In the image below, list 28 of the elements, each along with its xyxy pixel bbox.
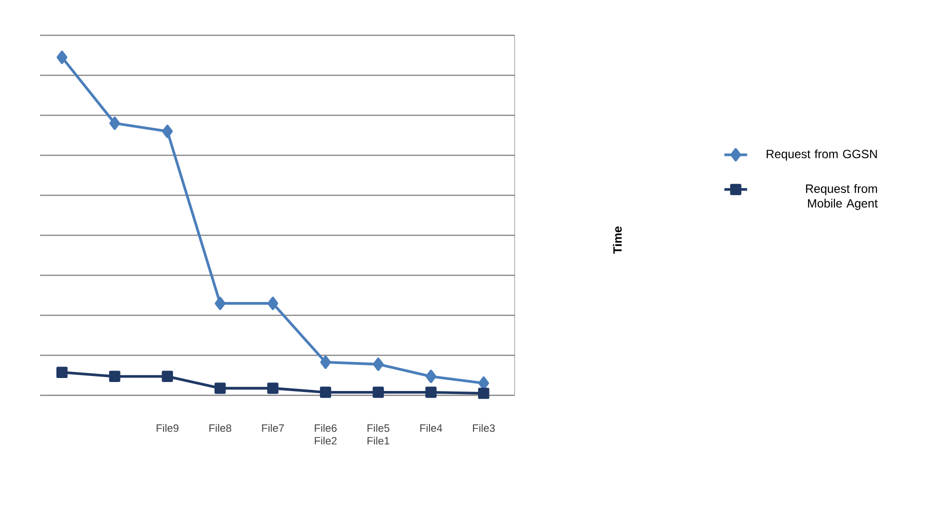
point [162, 370, 174, 382]
point [320, 355, 331, 369]
point [56, 50, 68, 64]
point [214, 296, 226, 310]
text: Time [612, 226, 622, 254]
point [425, 386, 437, 398]
point [372, 386, 384, 398]
point [214, 382, 226, 394]
point [109, 116, 120, 130]
point [372, 357, 384, 371]
point [162, 124, 173, 138]
point [478, 388, 490, 399]
x-tick-label: File5 File1 [368, 424, 390, 444]
point [109, 370, 120, 382]
point [267, 382, 278, 394]
legend-label: Request from GGSN [766, 149, 877, 160]
x-tick-label: File9 [156, 424, 178, 432]
x-tick-label: File7 [262, 424, 284, 432]
point [320, 386, 332, 398]
point [478, 376, 490, 390]
x-tick-label: File6 File2 [314, 424, 337, 444]
text: Request from Mobile Agent [806, 184, 878, 210]
point [268, 296, 278, 310]
x-tick-label: File3 [473, 424, 495, 432]
x-tick-label: File4 [420, 424, 442, 432]
x-tick-label: File8 [209, 424, 232, 432]
point [56, 366, 68, 378]
point [426, 370, 436, 383]
